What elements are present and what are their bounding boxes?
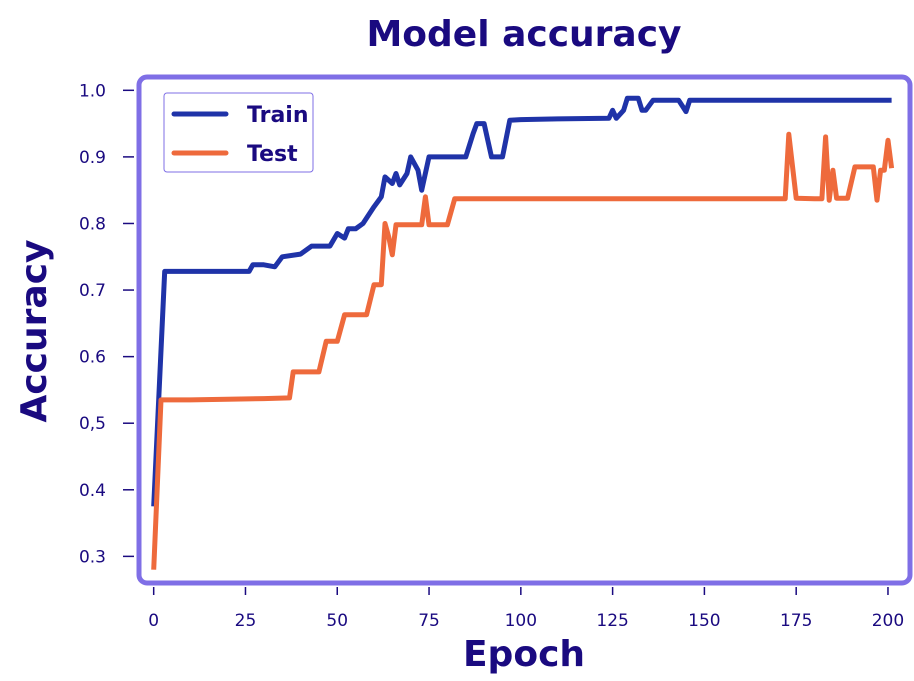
legend: Train Test [163, 92, 314, 173]
legend-label-train: Train [247, 103, 309, 128]
x-tick-label: 125 [596, 611, 628, 631]
x-tick-label: 50 [326, 611, 348, 631]
chart-title: Model accuracy [366, 14, 681, 55]
x-tick-label: 200 [872, 611, 904, 631]
series-line-test [151, 131, 895, 570]
x-tick-label: 25 [235, 611, 257, 631]
series-lines [151, 95, 895, 570]
axis-ticks: 0 25 50 75 100 125 150 175 200 0.3 0.4 0,5 0.6 0.7 0.8… [79, 81, 904, 631]
y-tick-label: 0.9 [79, 148, 106, 168]
plot-frame [136, 74, 913, 586]
y-tick-label: 0.7 [79, 281, 106, 301]
x-tick-label: 175 [780, 611, 812, 631]
x-tick-label: 100 [505, 611, 537, 631]
x-axis-label: Epoch [463, 634, 585, 675]
x-tick-label: 150 [688, 611, 720, 631]
x-tick-label: 0 [148, 611, 159, 631]
y-tick-label: 0,5 [79, 414, 106, 434]
legend-label-test: Test [247, 142, 298, 167]
x-tick-label: 75 [418, 611, 440, 631]
y-tick-label: 1.0 [79, 81, 106, 101]
y-tick-label: 0.4 [79, 481, 106, 501]
y-axis-label: Accuracy [14, 239, 55, 422]
y-tick-label: 0.6 [79, 348, 106, 368]
y-tick-label: 0.8 [79, 214, 106, 234]
series-line-train [151, 95, 892, 507]
y-tick-label: 0.3 [79, 547, 106, 567]
